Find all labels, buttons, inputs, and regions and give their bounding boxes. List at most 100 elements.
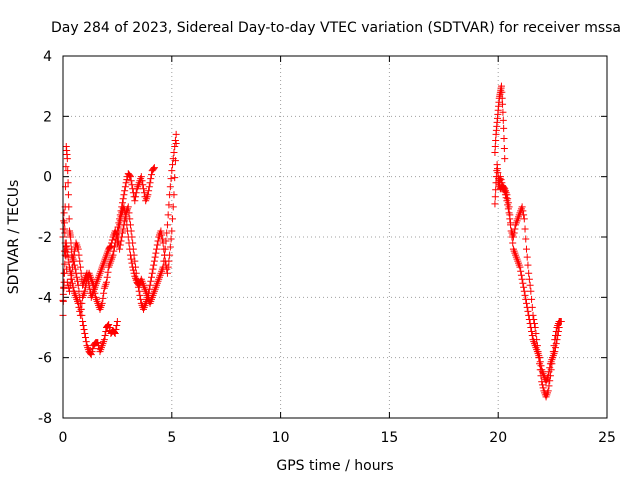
data-point <box>71 247 79 255</box>
data-point <box>62 252 70 260</box>
data-point <box>73 273 81 281</box>
data-point <box>498 88 506 96</box>
data-point <box>65 203 73 211</box>
data-point <box>120 191 128 199</box>
data-point <box>517 267 525 275</box>
data-point <box>61 229 69 237</box>
data-point <box>170 149 178 157</box>
data-point <box>76 311 84 319</box>
data-point <box>149 265 157 273</box>
data-point <box>87 351 95 359</box>
data-point <box>150 164 158 172</box>
data-point <box>152 249 160 257</box>
data-point <box>81 330 89 338</box>
data-point <box>74 245 82 253</box>
data-point <box>118 229 126 237</box>
data-point <box>110 329 118 337</box>
data-point <box>171 136 179 144</box>
data-point <box>147 273 155 281</box>
tick-labels: 0 5 10 15 20 25 -8 -6 -4 -2 0 2 4 <box>38 49 616 446</box>
data-point <box>65 258 73 266</box>
data-point <box>499 108 507 116</box>
data-point <box>491 143 499 150</box>
data-point <box>88 348 96 356</box>
data-point <box>496 173 504 181</box>
data-point <box>491 200 499 208</box>
data-point <box>103 278 111 286</box>
data-point <box>68 263 76 271</box>
data-point <box>117 213 125 221</box>
data-point <box>166 191 174 199</box>
data-point <box>84 277 92 285</box>
data-point <box>144 191 152 199</box>
y-tick-label: -8 <box>38 411 52 427</box>
data-point <box>169 215 177 223</box>
data-point <box>147 277 155 285</box>
data-point <box>145 187 153 195</box>
data-point <box>161 245 169 253</box>
data-point <box>165 201 173 209</box>
data-point <box>63 248 71 256</box>
data-point <box>113 239 121 247</box>
data-point <box>74 277 82 285</box>
data-point <box>519 207 527 215</box>
data-point <box>67 275 75 283</box>
data-point <box>60 269 68 277</box>
data-point <box>108 236 116 244</box>
data-point <box>546 364 554 372</box>
data-point <box>122 215 130 223</box>
data-point <box>159 263 167 271</box>
data-point <box>102 328 110 336</box>
data-point <box>98 299 106 307</box>
data-point <box>62 163 70 171</box>
data-point <box>500 145 508 153</box>
data-point <box>116 217 124 225</box>
data-point <box>172 139 180 147</box>
x-tick-label: 0 <box>59 430 68 446</box>
data-point <box>507 227 515 235</box>
data-point <box>522 295 530 303</box>
y-tick-label: -2 <box>38 230 52 246</box>
data-point <box>99 294 107 302</box>
data-point <box>113 317 121 325</box>
data-point <box>150 257 158 265</box>
data-point <box>111 330 119 338</box>
data-point <box>538 381 546 389</box>
data-point <box>168 227 176 235</box>
y-tick-label: -6 <box>38 351 52 367</box>
data-point <box>66 287 74 295</box>
data-point <box>66 281 74 289</box>
data-point <box>94 339 102 347</box>
data-point <box>171 174 179 182</box>
data-point <box>522 235 530 243</box>
data-point <box>121 187 129 195</box>
data-point <box>168 167 176 175</box>
data-point <box>169 155 177 163</box>
data-point <box>126 245 134 253</box>
data-point <box>124 233 132 241</box>
data-point <box>521 225 529 233</box>
data-point <box>491 193 499 201</box>
data-point <box>524 261 532 269</box>
data-point <box>500 124 508 132</box>
data-point <box>119 225 127 233</box>
data-point <box>520 287 528 295</box>
data-point <box>520 215 528 223</box>
data-point <box>129 263 137 271</box>
data-point <box>517 271 525 279</box>
data-point <box>509 239 517 247</box>
data-point <box>63 265 71 273</box>
x-tick-label: 15 <box>380 430 398 446</box>
data-point <box>162 237 170 245</box>
data-point <box>128 181 136 189</box>
data-point <box>146 281 154 289</box>
data-point <box>121 183 129 191</box>
data-point <box>516 263 524 271</box>
data-point <box>166 183 174 191</box>
data-point <box>63 278 71 286</box>
data-point <box>520 283 528 291</box>
data-point <box>107 242 115 250</box>
data-point <box>518 275 526 283</box>
data-point <box>557 317 565 325</box>
data-point <box>150 261 158 269</box>
